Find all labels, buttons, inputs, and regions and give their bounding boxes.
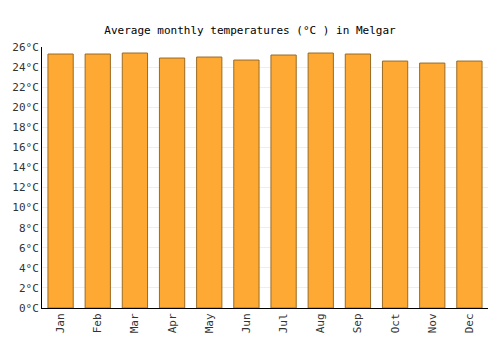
svg-text:18°C: 18°C (12, 121, 39, 134)
svg-text:16°C: 16°C (12, 141, 39, 154)
svg-text:Dec: Dec (463, 313, 476, 333)
svg-text:Sep: Sep (351, 313, 364, 333)
svg-text:4°C: 4°C (19, 262, 39, 275)
svg-text:Feb: Feb (91, 313, 104, 333)
svg-text:8°C: 8°C (19, 222, 39, 235)
svg-text:20°C: 20°C (12, 101, 39, 114)
svg-text:Average monthly temperatures (: Average monthly temperatures (°C ) in Me… (104, 24, 396, 37)
svg-text:26°C: 26°C (12, 41, 39, 54)
svg-text:May: May (203, 313, 216, 333)
svg-text:12°C: 12°C (12, 181, 39, 194)
svg-text:10°C: 10°C (12, 201, 39, 214)
svg-text:6°C: 6°C (19, 242, 39, 255)
svg-text:2°C: 2°C (19, 282, 39, 295)
svg-text:Oct: Oct (389, 313, 402, 333)
svg-text:Jan: Jan (54, 313, 67, 333)
svg-text:Aug: Aug (314, 313, 327, 333)
svg-text:24°C: 24°C (12, 61, 39, 74)
svg-text:Nov: Nov (426, 313, 439, 333)
svg-text:Jul: Jul (277, 313, 290, 333)
svg-text:14°C: 14°C (12, 161, 39, 174)
svg-text:22°C: 22°C (12, 81, 39, 94)
svg-text:Jun: Jun (240, 313, 253, 333)
svg-text:Apr: Apr (166, 313, 179, 333)
svg-text:Mar: Mar (128, 313, 141, 333)
svg-text:0°C: 0°C (19, 302, 39, 315)
